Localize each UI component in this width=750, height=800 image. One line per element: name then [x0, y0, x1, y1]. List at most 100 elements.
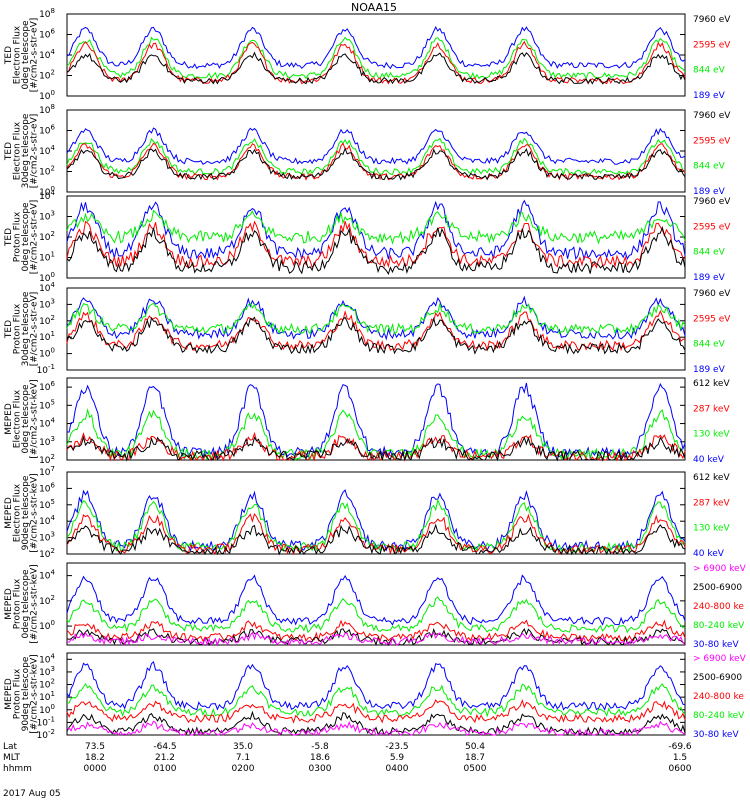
y-tick-label: 100	[39, 271, 55, 284]
y-axis-label-line: 0deg telescope	[21, 202, 31, 272]
panel-frame	[66, 287, 686, 371]
x-tick-lat: -5.8	[311, 742, 329, 752]
y-tick-label: 105	[39, 398, 55, 411]
y-axis-label-line: 30deg telescope	[21, 113, 31, 188]
series-trace	[66, 682, 686, 718]
x-tick-hhmm: 0600	[669, 764, 692, 774]
date-label: 2017 Aug 05	[3, 789, 61, 799]
y-tick-label: 102	[39, 678, 55, 691]
y-tick-label: 104	[39, 569, 55, 582]
x-tick-hhmm: 0200	[232, 764, 255, 774]
series-trace	[66, 295, 686, 341]
series-trace	[66, 631, 686, 647]
y-axis-label-line: 90deg telescope	[21, 475, 31, 550]
y-tick-label: 103	[39, 210, 55, 223]
series-trace	[66, 36, 686, 80]
chart-title: NOAA15	[351, 1, 397, 14]
y-axis-label-line: 0deg telescope	[21, 20, 31, 90]
legend-entry: 2500-6900	[693, 583, 742, 593]
x-tick-mlt: 21.2	[155, 753, 175, 763]
y-tick-label: 106	[39, 380, 55, 393]
y-axis-label-line: Proton Flux	[13, 578, 23, 629]
x-tick-lat: -69.6	[668, 742, 692, 752]
x-tick-lat: 50.4	[465, 742, 485, 752]
series-trace	[66, 489, 686, 552]
y-tick-label: 102	[39, 453, 55, 466]
y-axis-label-line: Electron Flux	[13, 389, 23, 448]
legend-entry: 844 eV	[693, 66, 726, 76]
legend-entry: 130 keV	[693, 524, 730, 534]
series-trace	[66, 408, 686, 462]
y-axis-label-line: Proton Flux	[13, 211, 23, 262]
series-trace	[66, 199, 686, 261]
y-tick-label: 100	[39, 619, 55, 632]
legend-entry: 7960 eV	[693, 15, 731, 25]
legend-entry: 80-240 keV	[693, 621, 745, 631]
y-axis-label-line: [#/cm2-s-str-keV]	[30, 473, 40, 552]
legend-entry: 30-80 keV	[693, 730, 739, 740]
series-trace	[66, 137, 686, 176]
y-tick-label: 100	[39, 347, 55, 360]
y-tick-label: 102	[39, 165, 55, 178]
y-tick-label: 104	[39, 417, 55, 430]
y-tick-label: 104	[39, 144, 55, 157]
y-tick-label: 106	[39, 481, 55, 494]
series-trace	[66, 435, 686, 462]
legend-entry: 844 eV	[693, 340, 726, 350]
x-tick-hhmm: 0300	[309, 764, 332, 774]
series-trace	[66, 720, 686, 737]
series-trace	[66, 698, 686, 724]
legend-entry: 240-800 ke	[693, 602, 744, 612]
y-axis-label-line: MEPED	[4, 497, 14, 529]
panel-frame	[66, 652, 686, 736]
y-axis-label-line: [#/cm2-s-str-eV]	[30, 292, 40, 367]
y-tick-label: 104	[39, 48, 55, 61]
legend-entry: 2500-6900	[693, 673, 742, 683]
x-tick-mlt: 18.7	[465, 753, 485, 763]
y-axis-label-line: MEPED	[4, 588, 14, 620]
series-trace	[66, 431, 686, 462]
legend-entry: > 6900 keV	[693, 654, 747, 664]
y-axis-label-line: TED	[4, 228, 14, 247]
legend-entry: 189 eV	[693, 91, 726, 101]
series-trace	[66, 710, 686, 737]
y-tick-label: 101	[39, 330, 55, 343]
legend-entry: 2595 eV	[693, 222, 731, 232]
y-tick-label: 102	[39, 314, 55, 327]
panel-frame	[66, 377, 686, 461]
legend-entry: 30-80 keV	[693, 640, 739, 650]
y-axis-label-line: 90deg telescope	[21, 656, 31, 731]
y-tick-label: 10-1	[37, 363, 55, 376]
panel-frame	[66, 471, 686, 555]
y-tick-label: 104	[39, 189, 55, 202]
y-axis-label-line: Electron Flux	[13, 25, 23, 84]
x-tick-mlt: 18.6	[310, 753, 330, 763]
legend-entry: 189 eV	[693, 273, 726, 283]
legend-entry: 287 keV	[693, 498, 730, 508]
y-axis-label-line: [#/cm2-s-str-eV]	[30, 114, 40, 189]
y-axis-label-line: TED	[4, 320, 14, 339]
y-tick-label: 102	[39, 594, 55, 607]
y-tick-label: 105	[39, 498, 55, 511]
legend-entry: 240-800 ke	[693, 692, 744, 702]
legend-entry: 7960 eV	[693, 289, 731, 299]
y-axis-label-line: Electron Flux	[13, 121, 23, 180]
legend-entry: 844 eV	[693, 248, 726, 258]
y-axis-label-line: TED	[4, 142, 14, 161]
legend-entry: 40 keV	[693, 549, 725, 559]
y-tick-label: 104	[39, 281, 55, 294]
y-tick-label: 106	[39, 124, 55, 137]
series-trace	[66, 225, 686, 275]
y-tick-label: 103	[39, 297, 55, 310]
x-tick-mlt: 1.5	[673, 753, 687, 763]
x-tick-hhmm: 0400	[386, 764, 409, 774]
series-trace	[66, 316, 686, 355]
y-tick-label: 10-2	[37, 728, 55, 741]
series-trace	[66, 627, 686, 647]
series-trace	[66, 574, 686, 626]
x-tick-lat: -23.5	[385, 742, 408, 752]
